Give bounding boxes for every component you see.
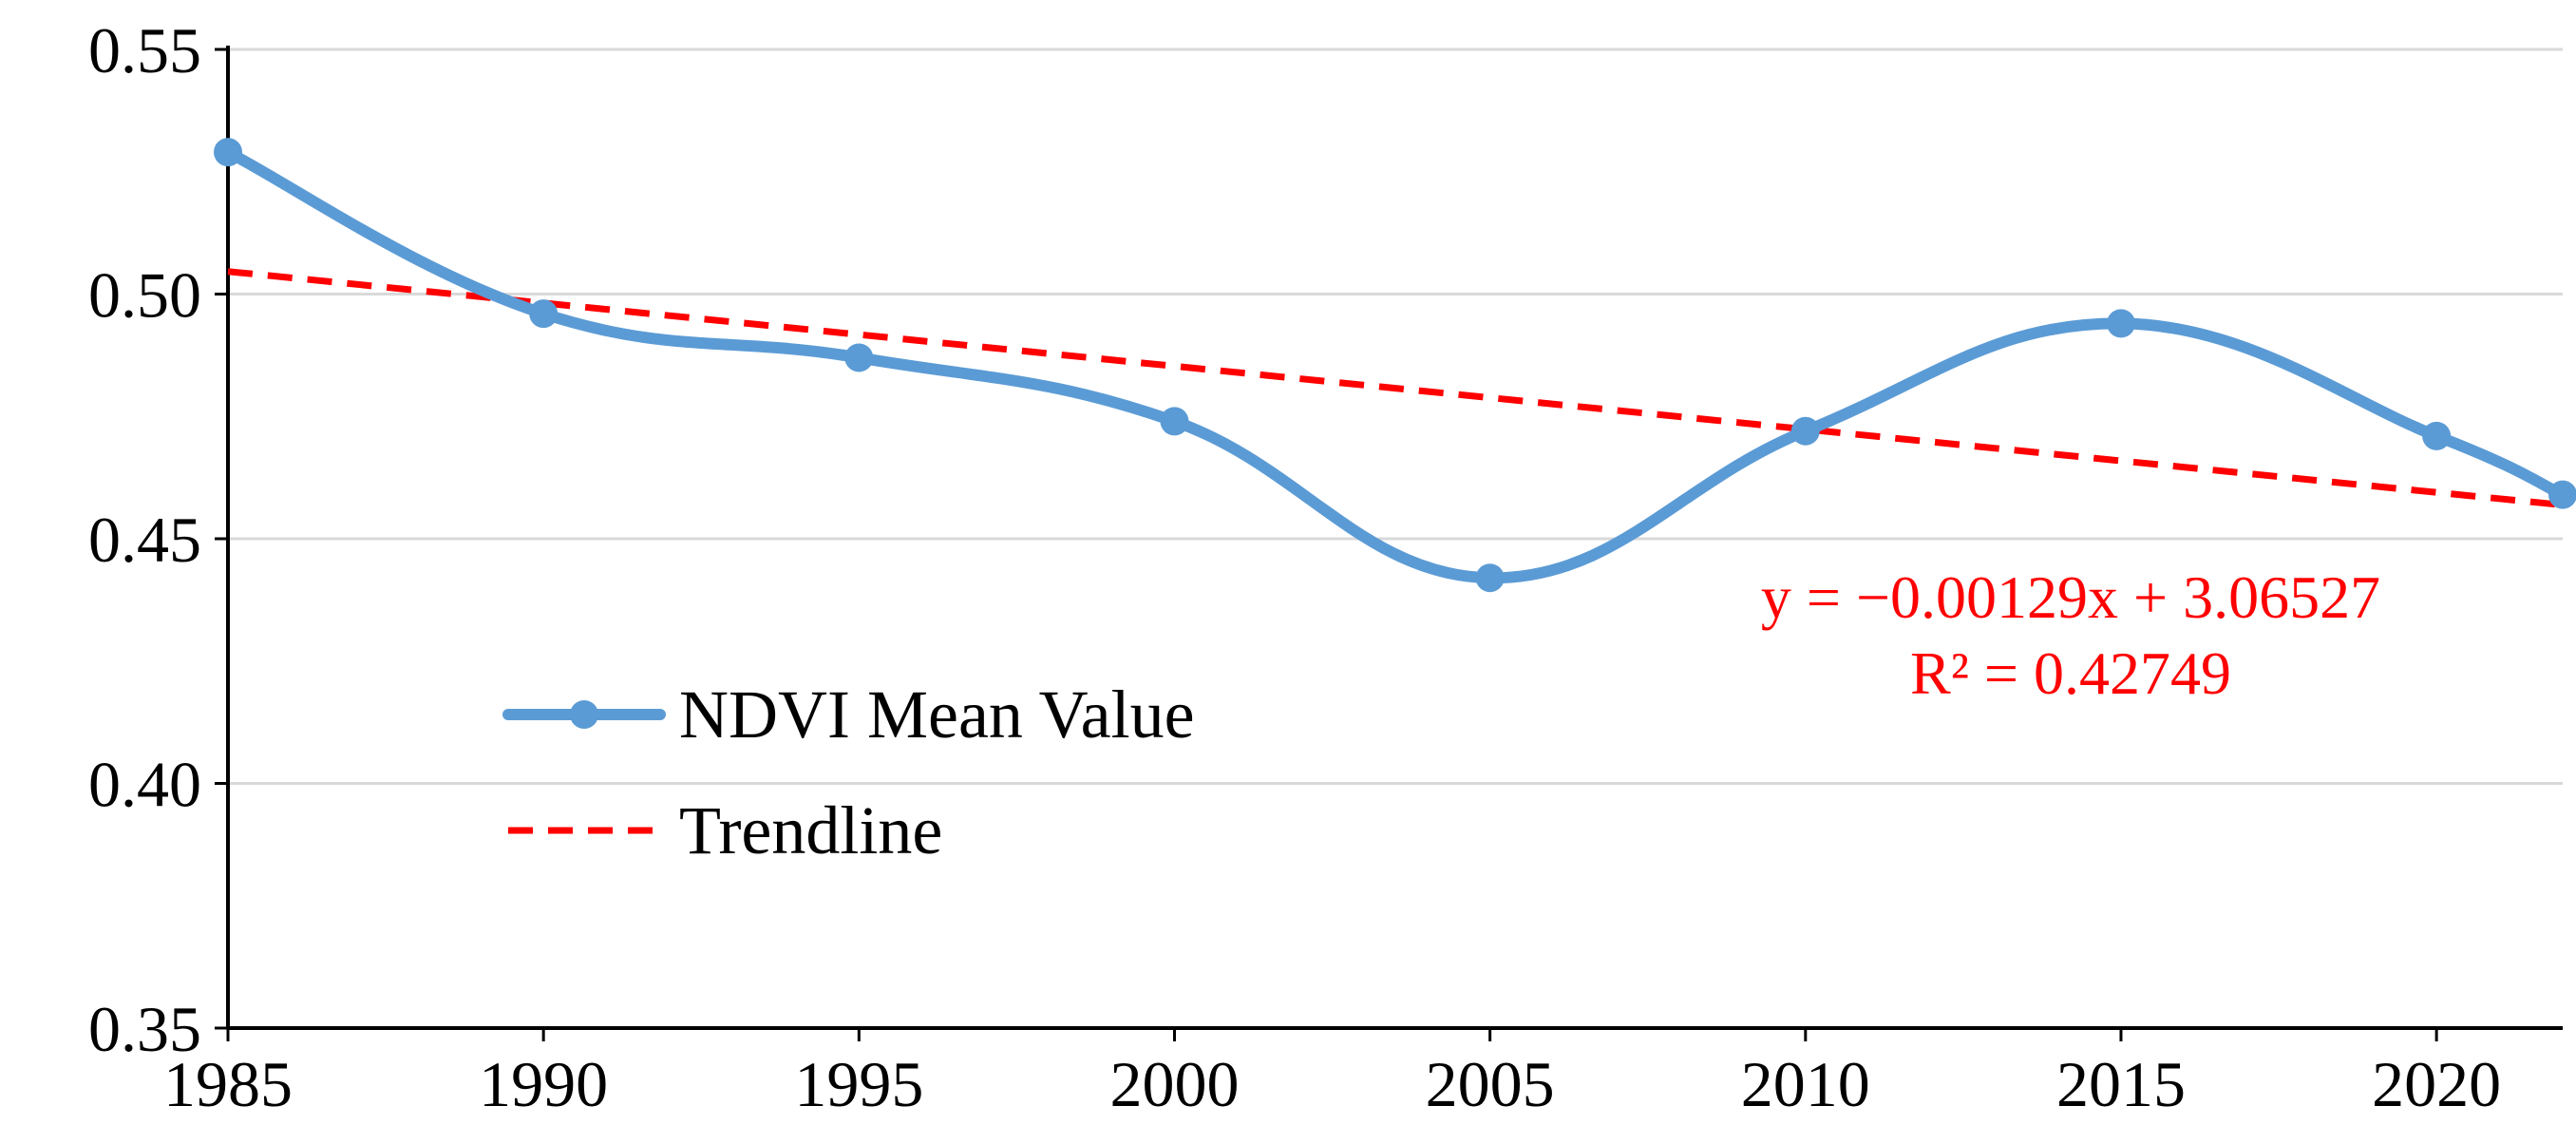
legend-label-trend: Trendline bbox=[679, 792, 942, 868]
ndvi-point-2022 bbox=[2548, 480, 2576, 509]
ndvi-point-2015 bbox=[2106, 309, 2135, 338]
ndvi-point-2020 bbox=[2422, 421, 2452, 450]
trend-r-squared: R² = 0.42749 bbox=[1910, 639, 2231, 707]
legend-marker-ndvi bbox=[570, 700, 598, 729]
trendline bbox=[227, 268, 2564, 508]
equation-annotation: y = −0.00129x + 3.06527 R² = 0.42749 bbox=[1761, 563, 2380, 707]
grid-lines bbox=[228, 48, 2563, 785]
ndvi-line bbox=[222, 146, 2568, 584]
y-tick-label-4: 0.35 bbox=[88, 993, 201, 1065]
x-tick-label-7: 2020 bbox=[2372, 1048, 2501, 1120]
x-tick-label-4: 2005 bbox=[1426, 1048, 1555, 1120]
y-tick-label-0: 0.55 bbox=[88, 14, 201, 86]
y-tick-labels: 0.55 0.50 0.45 0.40 0.35 bbox=[88, 14, 201, 1065]
ndvi-point-2000 bbox=[1160, 407, 1189, 436]
x-tick-label-3: 2000 bbox=[1109, 1048, 1239, 1120]
x-tick-label-5: 2010 bbox=[1741, 1048, 1870, 1120]
y-tick-label-3: 0.40 bbox=[88, 749, 201, 821]
y-tick-label-2: 0.45 bbox=[88, 504, 201, 576]
legend-label-ndvi: NDVI Mean Value bbox=[679, 677, 1195, 753]
trendline-series bbox=[227, 268, 2564, 508]
ndvi-point-2010 bbox=[1790, 416, 1820, 446]
ndvi-point-2005 bbox=[1475, 563, 1505, 593]
ndvi-point-1985 bbox=[214, 138, 242, 167]
x-tick-label-2: 1995 bbox=[794, 1048, 923, 1120]
trend-equation: y = −0.00129x + 3.06527 bbox=[1761, 563, 2380, 631]
ndvi-series bbox=[214, 138, 2576, 593]
axes bbox=[215, 46, 2563, 1041]
x-tick-label-1: 1990 bbox=[479, 1048, 608, 1120]
y-tick-label-1: 0.50 bbox=[88, 259, 201, 332]
ndvi-point-1995 bbox=[844, 343, 874, 372]
x-tick-label-6: 2015 bbox=[2056, 1048, 2186, 1120]
x-tick-labels: 1985 1990 1995 2000 2005 2010 2015 2020 bbox=[163, 1048, 2501, 1120]
x-tick-label-0: 1985 bbox=[163, 1048, 293, 1120]
legend: NDVI Mean Value Trendline bbox=[502, 677, 1195, 868]
ndvi-point-1990 bbox=[529, 299, 559, 329]
